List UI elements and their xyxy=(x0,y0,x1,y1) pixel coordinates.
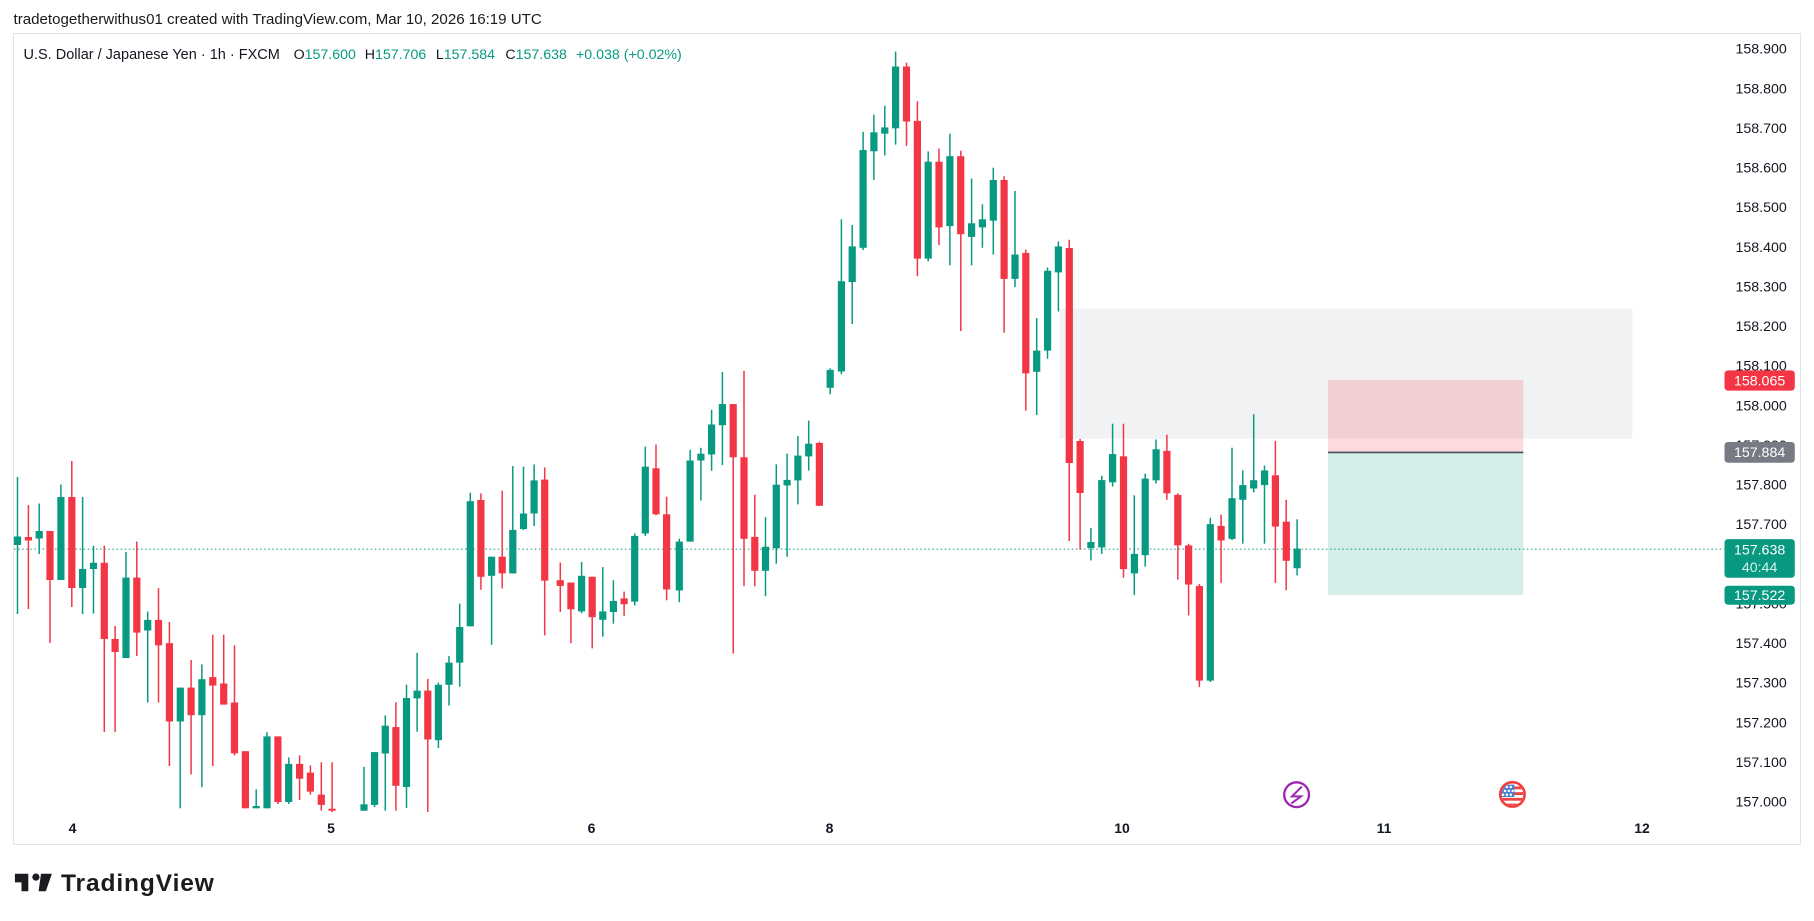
svg-text:157.884: 157.884 xyxy=(1734,445,1785,461)
svg-text:11: 11 xyxy=(1377,820,1392,836)
svg-text:157.638: 157.638 xyxy=(1734,542,1785,558)
svg-text:157.700: 157.700 xyxy=(1736,517,1787,533)
svg-text:158.065: 158.065 xyxy=(1734,373,1785,389)
svg-text:158.500: 158.500 xyxy=(1736,200,1787,216)
svg-text:4: 4 xyxy=(69,820,77,836)
svg-text:158.800: 158.800 xyxy=(1736,81,1787,97)
svg-text:157.522: 157.522 xyxy=(1734,588,1785,604)
svg-text:157.300: 157.300 xyxy=(1736,676,1787,692)
svg-text:157.400: 157.400 xyxy=(1736,636,1787,652)
svg-text:6: 6 xyxy=(588,820,596,836)
svg-text:158.600: 158.600 xyxy=(1736,161,1787,177)
svg-text:157.100: 157.100 xyxy=(1736,755,1787,771)
svg-text:40:44: 40:44 xyxy=(1742,560,1778,576)
svg-text:157.800: 157.800 xyxy=(1736,478,1787,494)
svg-text:10: 10 xyxy=(1114,820,1130,836)
svg-text:158.200: 158.200 xyxy=(1736,319,1787,335)
svg-text:157.000: 157.000 xyxy=(1736,795,1787,811)
svg-text:12: 12 xyxy=(1634,820,1650,836)
svg-text:5: 5 xyxy=(327,820,335,836)
svg-text:158.300: 158.300 xyxy=(1736,279,1787,295)
svg-text:158.000: 158.000 xyxy=(1736,398,1787,414)
svg-text:157.200: 157.200 xyxy=(1736,715,1787,731)
svg-text:158.400: 158.400 xyxy=(1736,240,1787,256)
svg-text:8: 8 xyxy=(826,820,834,836)
svg-text:158.900: 158.900 xyxy=(1736,42,1787,58)
svg-text:158.700: 158.700 xyxy=(1736,121,1787,137)
